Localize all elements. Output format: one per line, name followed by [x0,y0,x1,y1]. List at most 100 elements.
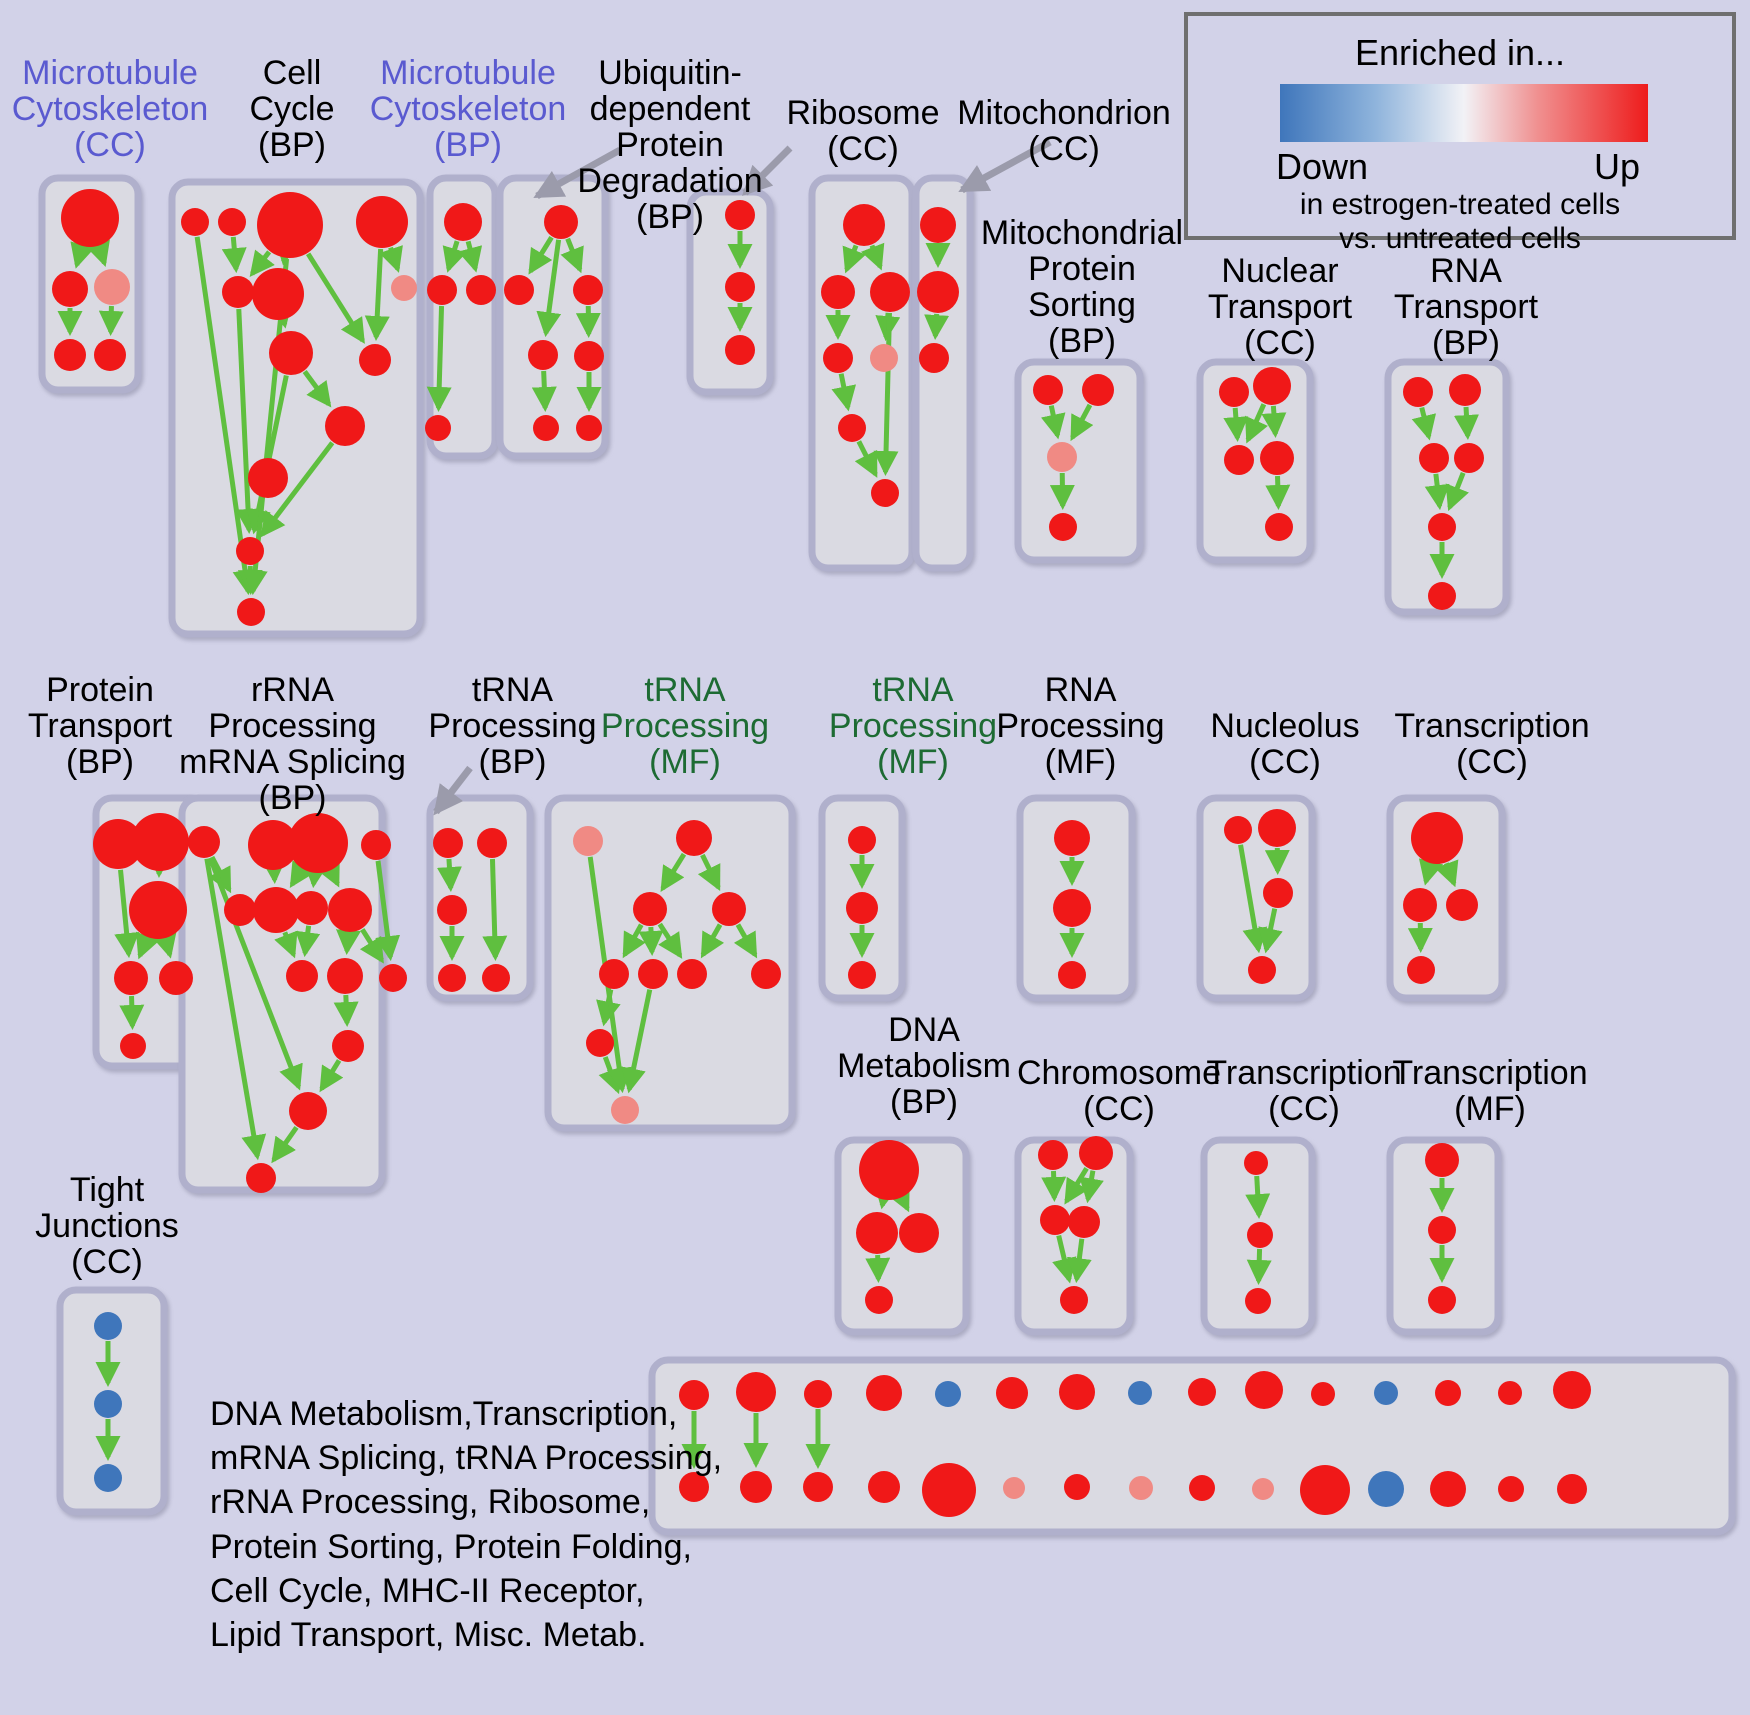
network-node[interactable] [573,275,603,305]
network-node[interactable] [1224,816,1252,844]
network-node[interactable] [803,1472,833,1502]
network-node[interactable] [1300,1465,1350,1515]
network-node[interactable] [725,335,755,365]
network-node[interactable] [1054,820,1090,856]
network-node[interactable] [1260,441,1294,475]
network-node[interactable] [257,192,323,258]
network-node[interactable] [856,1212,898,1254]
network-node[interactable] [1446,889,1478,921]
network-node[interactable] [327,958,363,994]
network-node[interactable] [870,344,898,372]
network-node[interactable] [1003,1477,1025,1499]
network-node[interactable] [1079,1136,1113,1170]
network-node[interactable] [437,895,467,925]
network-node[interactable] [294,891,328,925]
network-node[interactable] [466,275,496,305]
network-node[interactable] [574,341,604,371]
network-node[interactable] [528,340,558,370]
network-node[interactable] [1428,1286,1456,1314]
network-node[interactable] [236,537,264,565]
network-node[interactable] [94,339,126,371]
network-node[interactable] [544,205,578,239]
network-node[interactable] [438,964,466,992]
network-node[interactable] [248,820,298,870]
network-node[interactable] [1553,1371,1591,1409]
network-node[interactable] [848,961,876,989]
network-node[interactable] [1311,1382,1335,1406]
network-node[interactable] [1253,367,1291,405]
network-node[interactable] [533,415,559,441]
network-node[interactable] [1419,443,1449,473]
network-node[interactable] [1064,1474,1090,1500]
network-node[interactable] [725,200,755,230]
network-node[interactable] [899,1213,939,1253]
network-node[interactable] [823,343,853,373]
network-node[interactable] [248,458,288,498]
network-node[interactable] [93,819,143,869]
network-node[interactable] [871,479,899,507]
network-node[interactable] [848,826,876,854]
network-node[interactable] [821,275,855,309]
network-node[interactable] [866,1375,902,1411]
network-node[interactable] [712,892,746,926]
network-node[interactable] [477,828,507,858]
network-node[interactable] [1425,1143,1459,1177]
network-node[interactable] [838,414,866,442]
network-node[interactable] [391,275,417,301]
network-node[interactable] [1128,1381,1152,1405]
network-node[interactable] [751,959,781,989]
network-node[interactable] [1053,889,1091,927]
network-node[interactable] [1403,377,1433,407]
network-node[interactable] [425,415,451,441]
network-node[interactable] [1430,1471,1466,1507]
network-node[interactable] [804,1380,832,1408]
network-node[interactable] [1454,443,1484,473]
network-node[interactable] [868,1471,900,1503]
network-node[interactable] [870,272,910,312]
network-node[interactable] [120,1033,146,1059]
network-node[interactable] [1428,513,1456,541]
network-node[interactable] [356,196,408,248]
network-node[interactable] [433,828,463,858]
network-node[interactable] [181,208,209,236]
network-node[interactable] [1068,1206,1100,1238]
network-node[interactable] [52,271,88,307]
network-node[interactable] [114,961,148,995]
network-node[interactable] [131,813,189,871]
network-node[interactable] [846,892,878,924]
network-node[interactable] [1252,1478,1274,1500]
network-node[interactable] [504,275,534,305]
network-node[interactable] [1059,1374,1095,1410]
network-node[interactable] [725,272,755,302]
network-node[interactable] [427,275,457,305]
network-node[interactable] [1248,956,1276,984]
network-node[interactable] [586,1029,614,1057]
network-node[interactable] [865,1286,893,1314]
network-node[interactable] [94,1312,122,1340]
network-node[interactable] [1219,377,1249,407]
network-node[interactable] [328,888,372,932]
network-node[interactable] [599,959,629,989]
network-node[interactable] [1244,1151,1268,1175]
network-node[interactable] [1060,1286,1088,1314]
network-node[interactable] [94,1390,122,1418]
network-node[interactable] [1368,1471,1404,1507]
network-node[interactable] [996,1377,1028,1409]
network-node[interactable] [1189,1475,1215,1501]
network-node[interactable] [920,207,956,243]
network-node[interactable] [286,960,318,992]
network-node[interactable] [1258,809,1296,847]
network-node[interactable] [1263,878,1293,908]
network-node[interactable] [1224,445,1254,475]
network-node[interactable] [94,1464,122,1492]
network-node[interactable] [1435,1380,1461,1406]
network-node[interactable] [159,961,193,995]
network-node[interactable] [94,269,130,305]
network-node[interactable] [222,276,254,308]
network-node[interactable] [1047,442,1077,472]
network-node[interactable] [359,344,391,376]
network-node[interactable] [269,331,313,375]
network-node[interactable] [246,1163,276,1193]
network-node[interactable] [237,598,265,626]
network-node[interactable] [919,343,949,373]
